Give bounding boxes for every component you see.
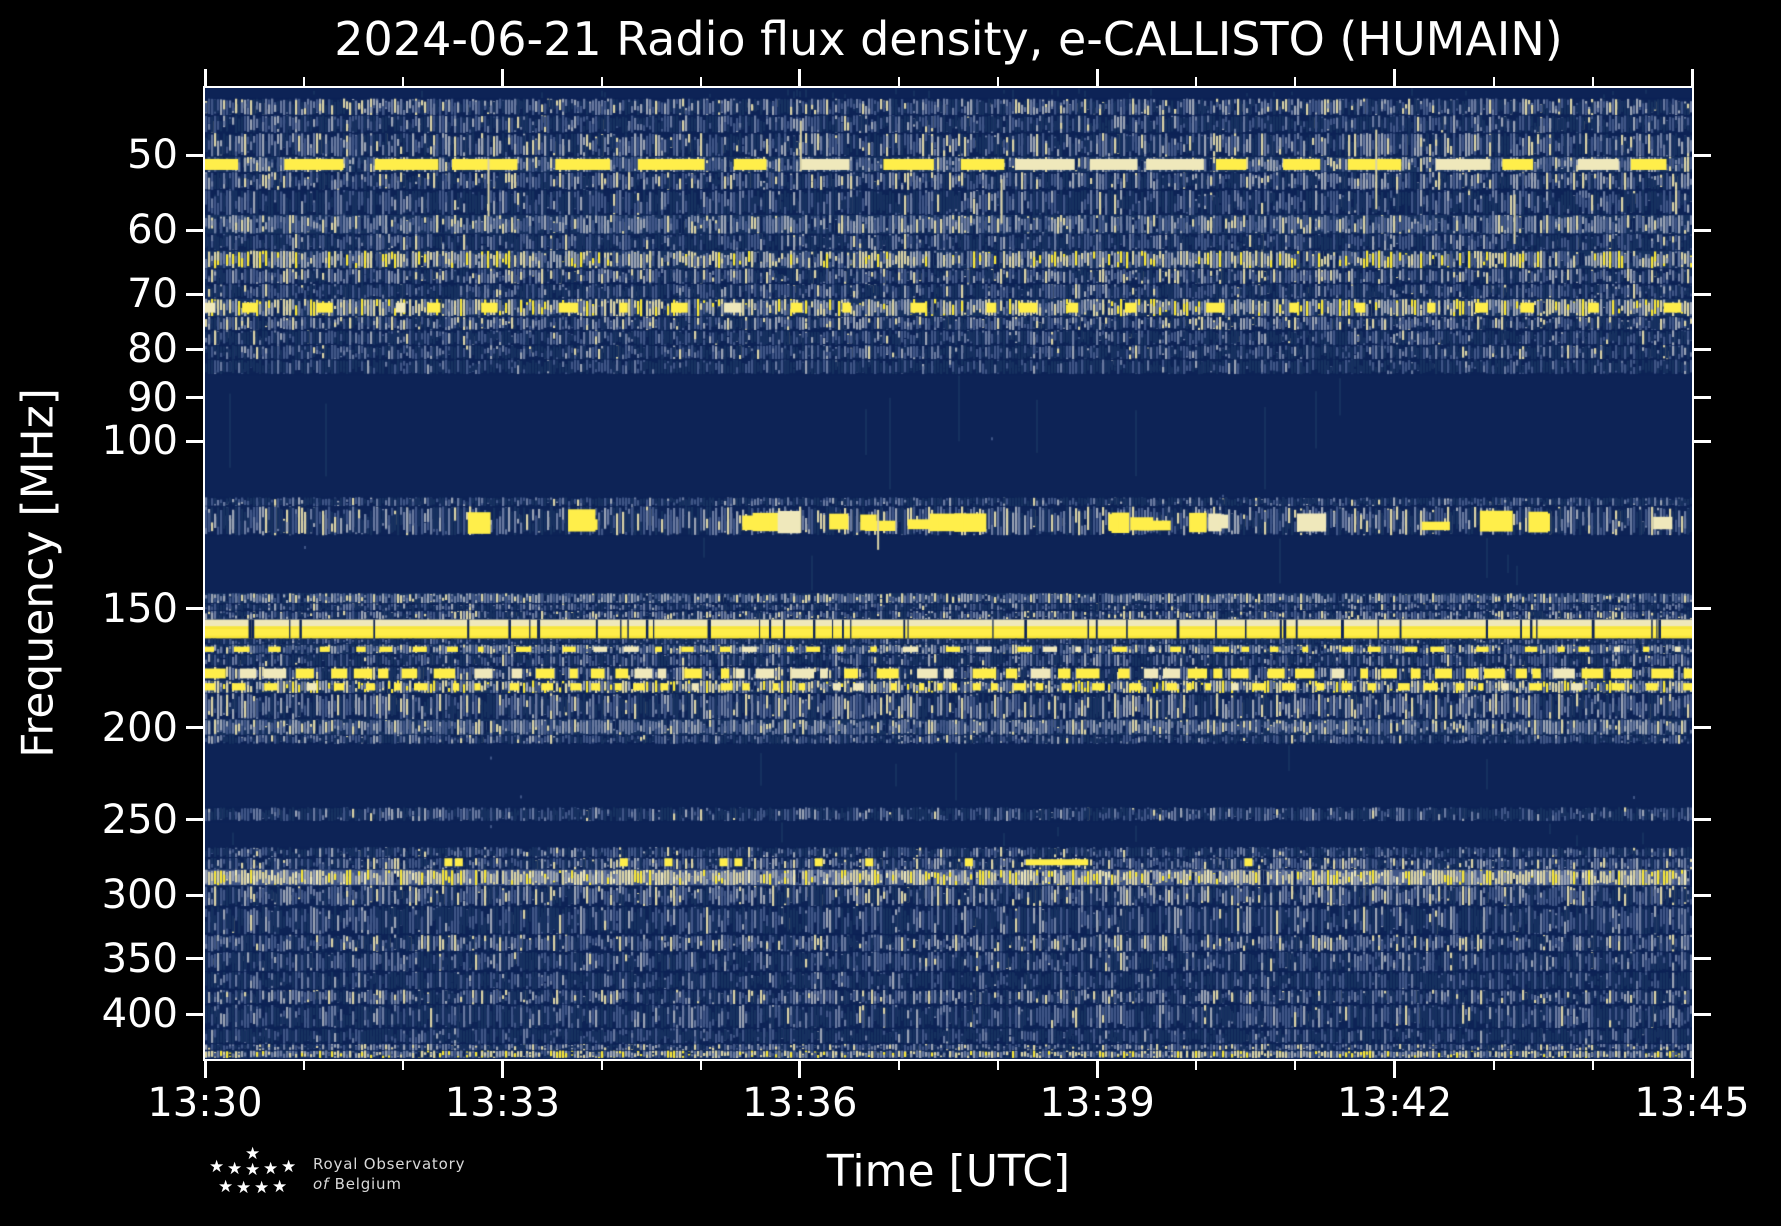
x-tick-minor (1492, 1061, 1495, 1070)
x-tick-minor (1591, 1061, 1594, 1070)
star-icon: ★ (236, 1178, 252, 1198)
y-tick-major (186, 439, 203, 443)
y-tick-major (186, 957, 203, 961)
y-tick-label: 150 (101, 585, 178, 632)
y-tick-major (186, 347, 203, 351)
y-tick-major (186, 893, 203, 897)
x-tick-minor-top (1492, 77, 1495, 86)
x-tick-major (1690, 1061, 1694, 1078)
x-tick-minor (600, 1061, 603, 1070)
y-tick-label: 250 (101, 796, 178, 843)
y-tick-major (186, 292, 203, 296)
y-tick-label: 350 (101, 935, 178, 982)
x-tick-minor (1195, 1061, 1198, 1070)
star-icon: ★ (245, 1144, 261, 1164)
x-tick-label: 13:33 (444, 1080, 561, 1126)
x-tick-major (798, 1061, 802, 1078)
y-tick-major-right (1694, 228, 1711, 232)
x-tick-minor-top (303, 77, 306, 86)
x-tick-minor (997, 1061, 1000, 1070)
x-tick-minor (699, 1061, 702, 1070)
spectrogram-heatmap (205, 88, 1692, 1059)
y-tick-major (186, 228, 203, 232)
x-tick-label: 13:36 (742, 1080, 858, 1126)
y-tick-label: 50 (127, 132, 178, 179)
y-tick-major (186, 1012, 203, 1016)
y-tick-major-right (1694, 153, 1711, 157)
x-tick-label: 13:30 (147, 1080, 263, 1126)
x-tick-major-top (798, 69, 802, 86)
x-tick-minor (897, 1061, 900, 1070)
y-tick-major-right (1694, 607, 1711, 611)
x-tick-minor-top (1591, 77, 1594, 86)
x-tick-label: 13:39 (1039, 1080, 1155, 1126)
y-tick-major-right (1694, 818, 1711, 822)
star-icon: ★ (218, 1177, 234, 1197)
y-tick-major (186, 607, 203, 611)
rob-logo-line2: of Belgium (313, 1174, 465, 1194)
y-tick-major (186, 726, 203, 730)
y-tick-major-right (1694, 292, 1711, 296)
y-tick-major-right (1694, 957, 1711, 961)
y-tick-major-right (1694, 396, 1711, 400)
rob-logo-line2-text: Belgium (334, 1175, 402, 1193)
x-tick-minor-top (1294, 77, 1297, 86)
y-tick-label: 90 (127, 374, 178, 421)
y-tick-label: 80 (127, 326, 178, 373)
star-icon: ★ (272, 1177, 288, 1197)
x-tick-major-top (1690, 69, 1694, 86)
x-tick-major-top (1095, 69, 1099, 86)
rob-logo-line1: Royal Observatory (313, 1155, 466, 1173)
x-tick-label: 13:42 (1336, 1080, 1453, 1126)
y-tick-label: 200 (101, 704, 178, 751)
x-tick-minor (303, 1061, 306, 1070)
y-tick-label: 300 (101, 872, 178, 919)
rob-logo-text: Royal Observatory of Belgium (313, 1154, 465, 1194)
x-tick-major (1095, 1061, 1099, 1078)
y-tick-major (186, 396, 203, 400)
x-tick-minor-top (897, 77, 900, 86)
y-tick-label: 100 (101, 418, 178, 465)
x-tick-major-top (1393, 69, 1397, 86)
star-icon: ★ (209, 1157, 225, 1177)
x-tick-major-top (203, 69, 207, 86)
x-tick-major-top (500, 69, 504, 86)
y-tick-major-right (1694, 1012, 1711, 1016)
y-tick-label: 60 (127, 207, 178, 254)
x-tick-minor-top (600, 77, 603, 86)
star-icon: ★ (227, 1159, 243, 1179)
y-tick-label: 400 (101, 991, 178, 1038)
y-tick-major (186, 818, 203, 822)
star-icon: ★ (281, 1157, 297, 1177)
rob-logo: ★ ★ ★ ★ ★ ★ ★ ★ ★ ★ Royal Observatory of Belgium (200, 1138, 620, 1218)
y-tick-major-right (1694, 893, 1711, 897)
star-icon: ★ (263, 1159, 279, 1179)
y-tick-label: 70 (127, 271, 178, 318)
x-tick-minor-top (402, 77, 405, 86)
star-icon: ★ (245, 1160, 261, 1180)
y-tick-major-right (1694, 726, 1711, 730)
x-tick-major (500, 1061, 504, 1078)
chart-title: 2024-06-21 Radio flux density, e-CALLIST… (334, 12, 1563, 66)
x-tick-label: 13:45 (1634, 1080, 1750, 1126)
star-icon: ★ (254, 1178, 270, 1198)
x-tick-minor-top (997, 77, 1000, 86)
x-tick-minor-top (699, 77, 702, 86)
x-tick-major (203, 1061, 207, 1078)
y-tick-major-right (1694, 439, 1711, 443)
x-axis-label: Time [UTC] (826, 1146, 1071, 1197)
x-tick-minor-top (1195, 77, 1198, 86)
y-tick-major (186, 153, 203, 157)
y-axis-label: Frequency [MHz] (12, 388, 64, 758)
rob-logo-line2-italic: of (313, 1175, 330, 1193)
x-tick-minor (1294, 1061, 1297, 1070)
y-tick-major-right (1694, 347, 1711, 351)
x-tick-major (1393, 1061, 1397, 1078)
x-tick-minor (402, 1061, 405, 1070)
